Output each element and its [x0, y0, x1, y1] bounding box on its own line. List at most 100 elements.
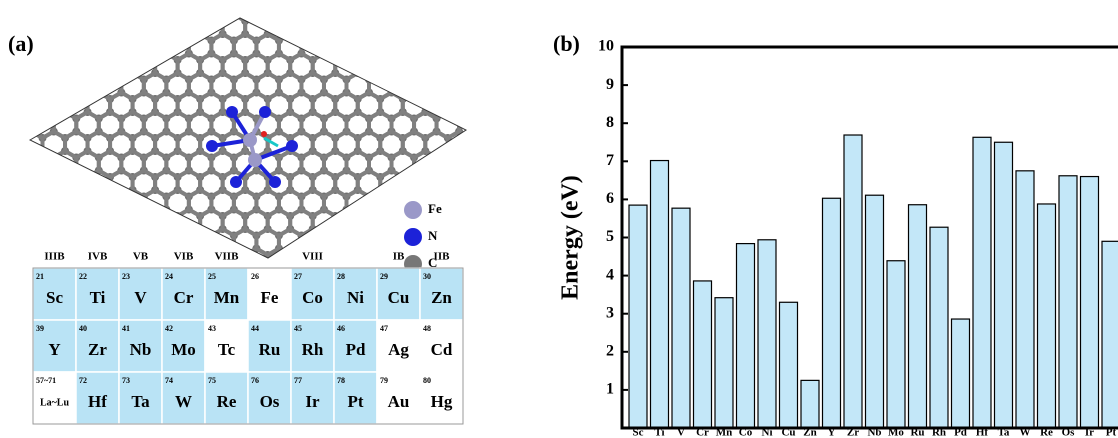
carbon-atom — [185, 37, 193, 45]
carbon-atom — [433, 89, 441, 97]
carbon-ring — [470, 15, 493, 41]
carbon-atom — [500, 427, 508, 435]
carbon-ring — [493, 288, 516, 314]
carbon-atom — [72, 193, 80, 201]
carbon-atom — [84, 95, 92, 103]
carbon-atom — [342, 11, 350, 19]
carbon-atom — [489, 108, 497, 116]
carbon-ring — [392, 0, 415, 21]
carbon-atom — [455, 37, 463, 45]
carbon-ring — [20, 93, 43, 119]
carbon-atom — [466, 251, 474, 259]
carbon-atom — [489, 407, 497, 415]
carbon-atom — [511, 264, 519, 272]
carbon-atom — [207, 427, 215, 435]
carbon-atom — [27, 232, 35, 240]
carbon-ring — [493, 132, 516, 158]
carbon-atom — [500, 11, 508, 19]
carbon-atom — [466, 342, 474, 350]
carbon-atom — [478, 115, 486, 123]
carbon-atom — [478, 271, 486, 279]
carbon-atom — [376, 251, 384, 259]
carbon-atom — [500, 323, 508, 331]
carbon-atom — [95, 427, 103, 435]
carbon-atom — [478, 154, 486, 162]
carbon-atom — [489, 212, 497, 220]
carbon-atom — [466, 264, 474, 272]
carbon-atom — [421, 186, 429, 194]
carbon-atom — [264, 17, 272, 25]
carbon-atom — [500, 206, 508, 214]
carbon-atom — [129, 56, 137, 64]
y-tick-label: 9 — [606, 76, 614, 93]
carbon-atom — [444, 30, 452, 38]
carbon-atom — [72, 427, 80, 435]
carbon-atom — [388, 37, 396, 45]
carbon-atom — [399, 225, 407, 233]
element-symbol: Ti — [90, 288, 106, 307]
carbon-atom — [399, 173, 407, 181]
carbon-ring — [470, 93, 493, 119]
carbon-atom — [500, 115, 508, 123]
carbon-ring — [482, 190, 505, 216]
carbon-atom — [286, 17, 294, 25]
carbon-ring — [290, 15, 313, 41]
carbon-ring — [54, 190, 77, 216]
carbon-atom — [275, 427, 283, 435]
carbon-atom — [444, 147, 452, 155]
carbon-atom — [196, 30, 204, 38]
carbon-ring — [279, 0, 302, 21]
carbon-atom — [433, 427, 441, 435]
carbon-atom — [410, 50, 418, 58]
carbon-atom — [410, 193, 418, 201]
element-symbol: Rh — [302, 340, 324, 359]
carbon-ring — [380, 210, 403, 236]
carbon-atom — [466, 329, 474, 337]
carbon-atom — [478, 310, 486, 318]
carbon-atom — [410, 427, 418, 435]
carbon-atom — [84, 225, 92, 233]
carbon-atom — [478, 245, 486, 253]
carbon-atom — [106, 69, 114, 77]
carbon-atom — [72, 245, 80, 253]
carbon-atom — [117, 206, 125, 214]
carbon-atom — [309, 30, 317, 38]
carbon-atom — [365, 37, 373, 45]
carbon-ring — [380, 54, 403, 80]
atomic-number: 79 — [380, 376, 388, 385]
carbon-atom — [500, 50, 508, 58]
carbon-ring — [493, 366, 516, 392]
atomic-number: 74 — [165, 376, 173, 385]
carbon-ring — [346, 229, 369, 255]
carbon-atom — [27, 11, 35, 19]
group-label: VIII — [302, 251, 323, 263]
carbon-ring — [9, 190, 32, 216]
atomic-number: 22 — [79, 272, 87, 281]
carbon-atom — [27, 206, 35, 214]
carbon-ring — [9, 307, 32, 333]
element-symbol: La~Lu — [40, 397, 70, 408]
legend-label: Fe — [428, 201, 442, 216]
carbon-atom — [455, 206, 463, 214]
carbon-atom — [489, 329, 497, 337]
atomic-number: 26 — [251, 272, 259, 281]
carbon-ring — [369, 34, 392, 60]
atomic-number: 40 — [79, 324, 87, 333]
carbon-atom — [117, 193, 125, 201]
y-tick-label: 3 — [606, 304, 614, 321]
carbon-atom — [207, 11, 215, 19]
carbon-atom — [466, 134, 474, 142]
atomic-number: 27 — [294, 272, 302, 281]
carbon-atom — [466, 69, 474, 77]
carbon-atom — [365, 427, 373, 435]
bar — [737, 244, 755, 428]
carbon-atom — [207, 232, 215, 240]
carbon-ring — [9, 385, 32, 411]
carbon-atom — [511, 147, 519, 155]
carbon-atom — [16, 290, 24, 298]
carbon-ring — [470, 171, 493, 197]
element-symbol: Ni — [347, 288, 364, 307]
carbon-atom — [61, 95, 69, 103]
element-symbol: Cu — [388, 288, 410, 307]
carbon-atom — [433, 154, 441, 162]
